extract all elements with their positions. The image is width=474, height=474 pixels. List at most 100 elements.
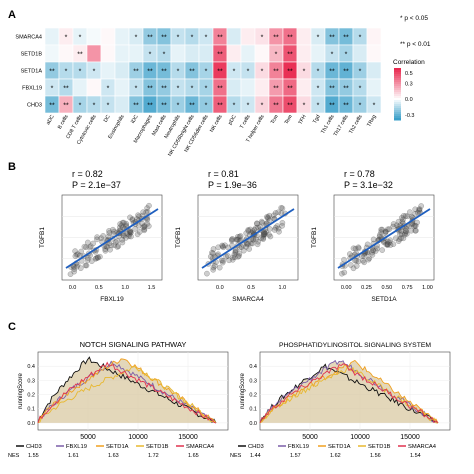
scatter-point <box>384 241 391 247</box>
scatter-point <box>279 219 286 226</box>
scatter-point <box>243 230 249 236</box>
significance-star: ** <box>329 69 335 76</box>
significance-star: * <box>149 52 152 59</box>
scatter-point <box>338 270 345 277</box>
scatter-point <box>117 221 123 227</box>
significance-star: ** <box>273 103 279 110</box>
heatmap-cell <box>240 78 256 97</box>
y-tick-label: 0.2 <box>249 393 257 399</box>
significance-star: * <box>317 103 320 110</box>
legend-gene: FBXL19 <box>288 444 309 450</box>
significance-star: ** <box>189 69 195 76</box>
legend-gene: SETD1A <box>328 444 351 450</box>
r-value: r = 0.81 <box>208 169 239 179</box>
significance-star: * <box>163 52 166 59</box>
heatmap-cell <box>366 61 382 80</box>
legend-nes: 1.62 <box>330 453 341 459</box>
significance-star: * <box>317 69 320 76</box>
scatter-point <box>254 220 260 227</box>
colorbar-step <box>394 80 401 83</box>
scatter-point <box>141 222 148 229</box>
scatter-point <box>278 210 285 217</box>
x-tick-label: 1.00 <box>422 285 433 291</box>
significance-star: ** <box>273 69 279 76</box>
scatter-point <box>402 228 409 234</box>
heatmap-cell <box>366 44 382 63</box>
heatmap-cell <box>100 61 116 80</box>
significance-star: * <box>177 103 180 110</box>
scatter-point <box>266 226 273 232</box>
scatter-point <box>225 244 231 251</box>
scatter-point <box>230 254 236 261</box>
heatmap-col-label: TReg <box>366 114 378 128</box>
y-axis-label: TGFB1 <box>175 227 182 248</box>
significance-star: * <box>191 35 194 42</box>
colorbar-step <box>394 94 401 97</box>
significance-star: * <box>107 86 110 93</box>
significance-star: ** <box>217 35 223 42</box>
heatmap-cell <box>170 44 186 63</box>
scatter-point <box>253 236 259 243</box>
heatmap-col-label: B cells <box>57 114 70 131</box>
heatmap-cell <box>310 44 326 63</box>
y-tick-label: 0.3 <box>27 378 35 384</box>
heatmap-cell <box>226 78 242 97</box>
significance-star: * <box>79 103 82 110</box>
colorbar-step <box>394 72 401 75</box>
gsea-title: PHOSPHATIDYLINOSITOL SIGNALING SYSTEM <box>279 342 431 349</box>
significance-star: * <box>135 86 138 93</box>
heatmap-col-label: Tcm <box>270 114 280 125</box>
heatmap-col-label: TFH <box>297 114 307 126</box>
significance-star: * <box>303 103 306 110</box>
x-tick-label: 15000 <box>400 434 420 441</box>
scatter-point <box>72 253 79 260</box>
colorbar-step <box>394 88 401 91</box>
scatter-point <box>67 271 74 278</box>
significance-star: ** <box>217 69 223 76</box>
heatmap-cell <box>86 78 102 97</box>
heatmap-cell <box>86 27 102 46</box>
significance-star: ** <box>133 69 139 76</box>
colorbar-tick: 0.0 <box>405 97 413 103</box>
x-tick-label: 0.0 <box>216 285 224 291</box>
heatmap-cell <box>86 44 102 63</box>
heatmap-cell <box>128 44 144 63</box>
significance-star: ** <box>49 103 55 110</box>
x-tick-label: 15000 <box>178 434 198 441</box>
heatmap-col-label: Th2 cells <box>348 114 364 135</box>
scatter-point <box>399 218 406 225</box>
gsea-plot: PHOSPHATIDYLINOSITOL SIGNALING SYSTEM 0.0… <box>230 342 451 459</box>
p-value: P = 2.1e−37 <box>72 180 121 190</box>
heatmap-col-label: Tgd <box>312 114 322 125</box>
heatmap-cell <box>240 44 256 63</box>
colorbar-tick: 0.3 <box>405 82 413 88</box>
colorbar-step <box>394 96 401 99</box>
significance-star: * <box>205 35 208 42</box>
x-axis-label: SMARCA4 <box>232 296 264 303</box>
colorbar-step <box>394 82 401 85</box>
significance-star: ** <box>273 35 279 42</box>
scatter-point <box>232 254 238 261</box>
scatter-point <box>361 259 368 266</box>
colorbar-step <box>394 114 401 117</box>
scatter-point <box>276 228 282 235</box>
significance-star: * <box>359 35 362 42</box>
p-value: P = 1.9e−36 <box>208 180 257 190</box>
significance-star: ** <box>273 86 279 93</box>
colorbar-step <box>394 116 401 119</box>
significance-star: * <box>205 86 208 93</box>
significance-star: * <box>107 103 110 110</box>
scatter-point <box>412 206 419 213</box>
gsea-curve <box>259 366 438 424</box>
fit-line <box>65 208 159 269</box>
significance-star: ** <box>287 69 293 76</box>
significance-star: ** <box>287 103 293 110</box>
significance-star: ** <box>329 86 335 93</box>
gsea-panels: NOTCH SIGNALING PATHWAY 0.0 0.1 0.2 0.3 0.4 50… <box>8 340 451 459</box>
colorbar-step <box>394 78 401 81</box>
x-tick-label: 1.0 <box>279 285 287 291</box>
heatmap-row-label: SETD1A <box>21 69 43 75</box>
scatter-point <box>250 237 256 243</box>
scatter-point <box>370 247 377 254</box>
heatmap-cell <box>44 44 60 63</box>
